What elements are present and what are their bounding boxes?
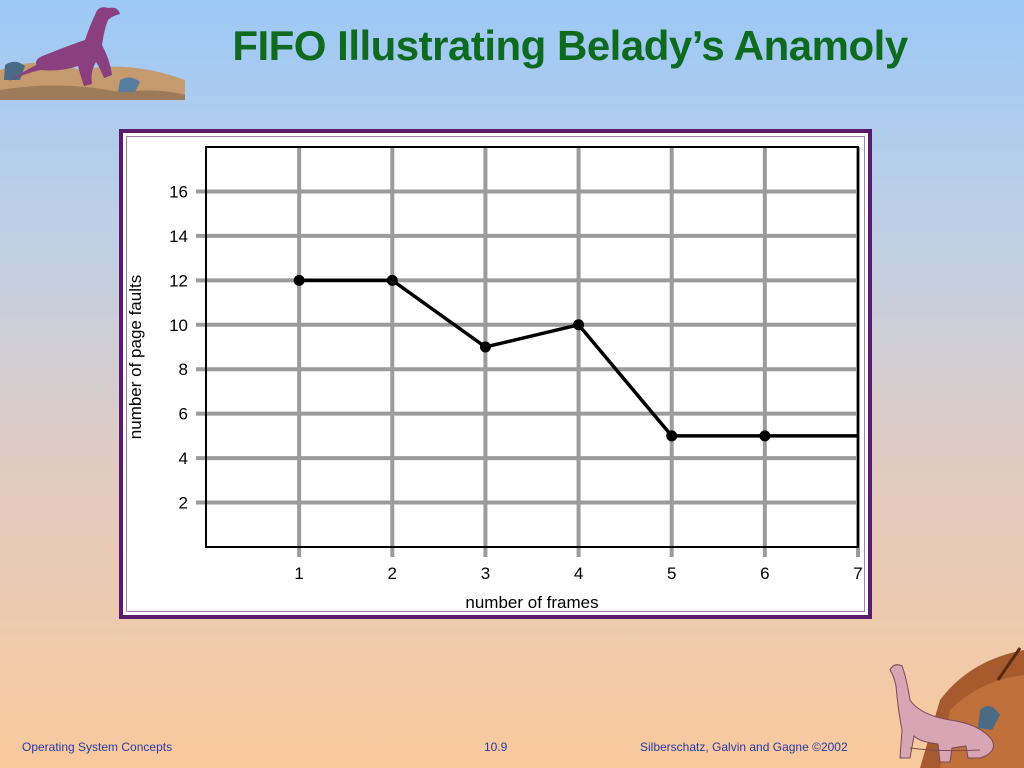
x-tick-label: 2 [388,564,397,583]
dinosaur-illustration-top [0,7,185,100]
footer-slide-number: 10.9 [484,740,508,754]
y-tick-label: 12 [169,271,188,290]
y-tick-label: 16 [169,182,188,201]
data-point [386,274,398,286]
y-tick-label: 2 [179,494,188,513]
x-tick-label: 6 [760,564,769,583]
chart-panel [126,136,865,612]
footer-course: Operating System Concepts [22,740,173,754]
y-tick-label: 10 [169,316,188,335]
data-point [666,430,678,442]
data-point [479,341,491,353]
data-point [573,319,585,331]
x-tick-label: 4 [574,564,583,583]
slide-title: FIFO Illustrating Belady’s Anamoly [232,22,908,69]
x-tick-label: 5 [667,564,676,583]
x-axis-label: number of frames [465,593,598,612]
y-axis-label: number of page faults [126,275,145,439]
y-tick-label: 4 [179,449,188,468]
footer-copyright: Silberschatz, Galvin and Gagne ©2002 [640,740,848,754]
dinosaur-illustration-bottom [889,647,1024,768]
x-tick-label: 3 [481,564,490,583]
data-point [759,430,771,442]
x-tick-label: 1 [294,564,303,583]
y-tick-label: 14 [169,227,188,246]
y-tick-label: 6 [179,405,188,424]
plot-area-border [205,146,859,548]
x-tick-label: 7 [853,564,862,583]
y-tick-label: 8 [179,360,188,379]
data-point [293,274,305,286]
